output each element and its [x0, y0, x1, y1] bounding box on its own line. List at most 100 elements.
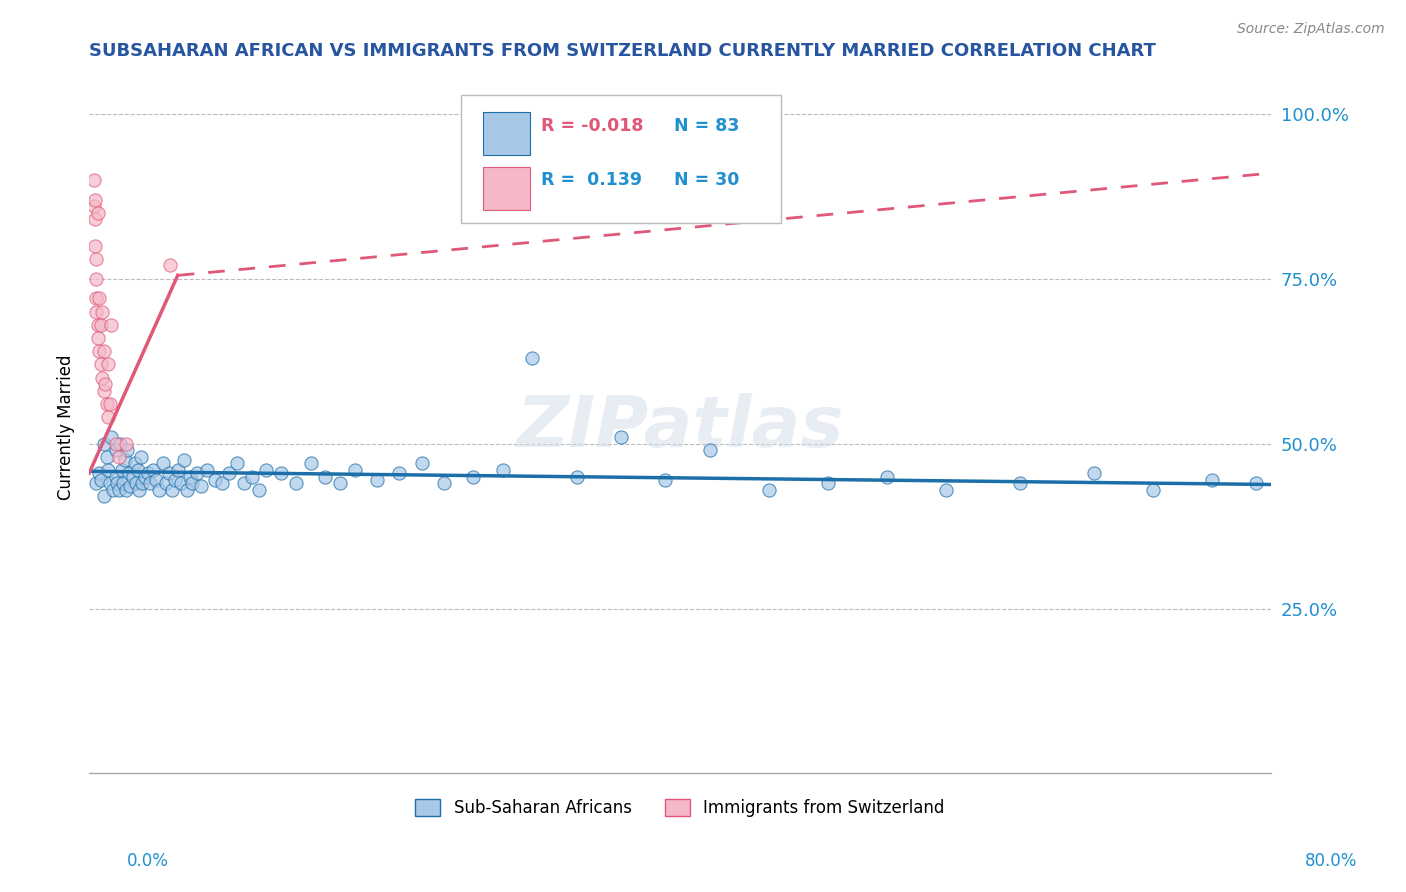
- Text: N = 83: N = 83: [673, 117, 740, 135]
- FancyBboxPatch shape: [482, 112, 530, 155]
- Point: [654, 473, 676, 487]
- Point: [159, 259, 181, 273]
- Point: [91, 370, 114, 384]
- Point: [204, 473, 226, 487]
- Point: [329, 476, 352, 491]
- Point: [138, 476, 160, 491]
- Point: [240, 469, 263, 483]
- Point: [1083, 467, 1105, 481]
- Point: [1201, 473, 1223, 487]
- Point: [90, 473, 112, 487]
- Point: [97, 410, 120, 425]
- Point: [152, 456, 174, 470]
- Point: [284, 476, 307, 491]
- Text: N = 30: N = 30: [673, 170, 740, 189]
- Point: [157, 467, 180, 481]
- Text: 0.0%: 0.0%: [127, 852, 169, 870]
- Point: [120, 479, 142, 493]
- Point: [211, 476, 233, 491]
- Point: [247, 483, 270, 497]
- Point: [90, 358, 112, 372]
- Point: [117, 443, 139, 458]
- Text: 80.0%: 80.0%: [1305, 852, 1357, 870]
- Point: [270, 467, 292, 481]
- Point: [86, 304, 108, 318]
- Point: [118, 467, 141, 481]
- Point: [173, 453, 195, 467]
- Point: [463, 469, 485, 483]
- FancyBboxPatch shape: [482, 168, 530, 211]
- Point: [142, 463, 165, 477]
- Point: [148, 483, 170, 497]
- Point: [84, 212, 107, 227]
- Text: SUBSAHARAN AFRICAN VS IMMIGRANTS FROM SWITZERLAND CURRENTLY MARRIED CORRELATION : SUBSAHARAN AFRICAN VS IMMIGRANTS FROM SW…: [89, 42, 1156, 60]
- Point: [91, 304, 114, 318]
- Point: [107, 483, 129, 497]
- Point: [186, 467, 208, 481]
- Point: [610, 430, 633, 444]
- Point: [166, 463, 188, 477]
- FancyBboxPatch shape: [461, 95, 780, 223]
- Point: [935, 483, 957, 497]
- Point: [87, 205, 110, 219]
- Point: [86, 292, 108, 306]
- Point: [218, 467, 240, 481]
- Point: [89, 467, 111, 481]
- Point: [388, 467, 411, 481]
- Point: [90, 318, 112, 332]
- Point: [86, 271, 108, 285]
- Text: Source: ZipAtlas.com: Source: ZipAtlas.com: [1237, 22, 1385, 37]
- Point: [93, 344, 115, 359]
- Point: [876, 469, 898, 483]
- Point: [97, 358, 120, 372]
- Point: [1142, 483, 1164, 497]
- Point: [104, 469, 127, 483]
- Point: [105, 476, 128, 491]
- Point: [122, 469, 145, 483]
- Point: [1246, 476, 1268, 491]
- Point: [93, 384, 115, 398]
- Point: [127, 463, 149, 477]
- Point: [1008, 476, 1031, 491]
- Point: [492, 463, 515, 477]
- Point: [112, 476, 135, 491]
- Point: [163, 473, 186, 487]
- Point: [96, 450, 118, 464]
- Point: [94, 377, 117, 392]
- Point: [145, 473, 167, 487]
- Point: [93, 489, 115, 503]
- Point: [100, 430, 122, 444]
- Point: [86, 476, 108, 491]
- Point: [86, 252, 108, 266]
- Point: [366, 473, 388, 487]
- Point: [699, 443, 721, 458]
- Point: [190, 479, 212, 493]
- Point: [176, 483, 198, 497]
- Point: [87, 318, 110, 332]
- Point: [101, 483, 124, 497]
- Point: [93, 436, 115, 450]
- Point: [98, 397, 121, 411]
- Point: [96, 397, 118, 411]
- Text: R =  0.139: R = 0.139: [540, 170, 641, 189]
- Point: [108, 436, 131, 450]
- Point: [104, 436, 127, 450]
- Point: [179, 469, 201, 483]
- Text: R = -0.018: R = -0.018: [540, 117, 643, 135]
- Point: [433, 476, 456, 491]
- Point: [98, 476, 121, 491]
- Point: [299, 456, 322, 470]
- Point: [97, 463, 120, 477]
- Text: ZIPatlas: ZIPatlas: [516, 392, 844, 461]
- Point: [160, 483, 183, 497]
- Point: [83, 172, 105, 186]
- Point: [84, 238, 107, 252]
- Point: [136, 467, 159, 481]
- Point: [131, 476, 153, 491]
- Point: [115, 483, 138, 497]
- Point: [89, 344, 111, 359]
- Y-axis label: Currently Married: Currently Married: [58, 354, 75, 500]
- Point: [155, 476, 177, 491]
- Point: [344, 463, 367, 477]
- Point: [170, 476, 193, 491]
